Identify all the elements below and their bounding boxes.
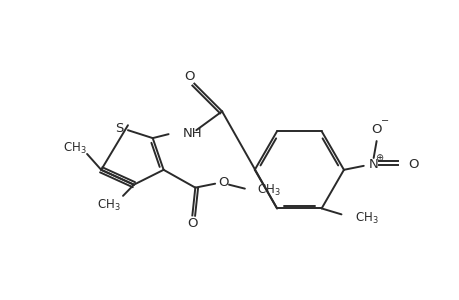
Text: O: O — [187, 217, 197, 230]
Text: ⊕: ⊕ — [375, 153, 383, 163]
Text: CH$_3$: CH$_3$ — [256, 183, 280, 198]
Text: O: O — [370, 123, 381, 136]
Text: CH$_3$: CH$_3$ — [97, 198, 121, 213]
Text: N: N — [368, 158, 378, 171]
Text: −: − — [380, 116, 388, 126]
Text: NH: NH — [182, 127, 202, 140]
Text: CH$_3$: CH$_3$ — [354, 211, 378, 226]
Text: S: S — [115, 122, 123, 135]
Text: O: O — [408, 158, 418, 171]
Text: O: O — [184, 70, 194, 83]
Text: O: O — [218, 176, 228, 189]
Text: CH$_3$: CH$_3$ — [63, 140, 87, 156]
